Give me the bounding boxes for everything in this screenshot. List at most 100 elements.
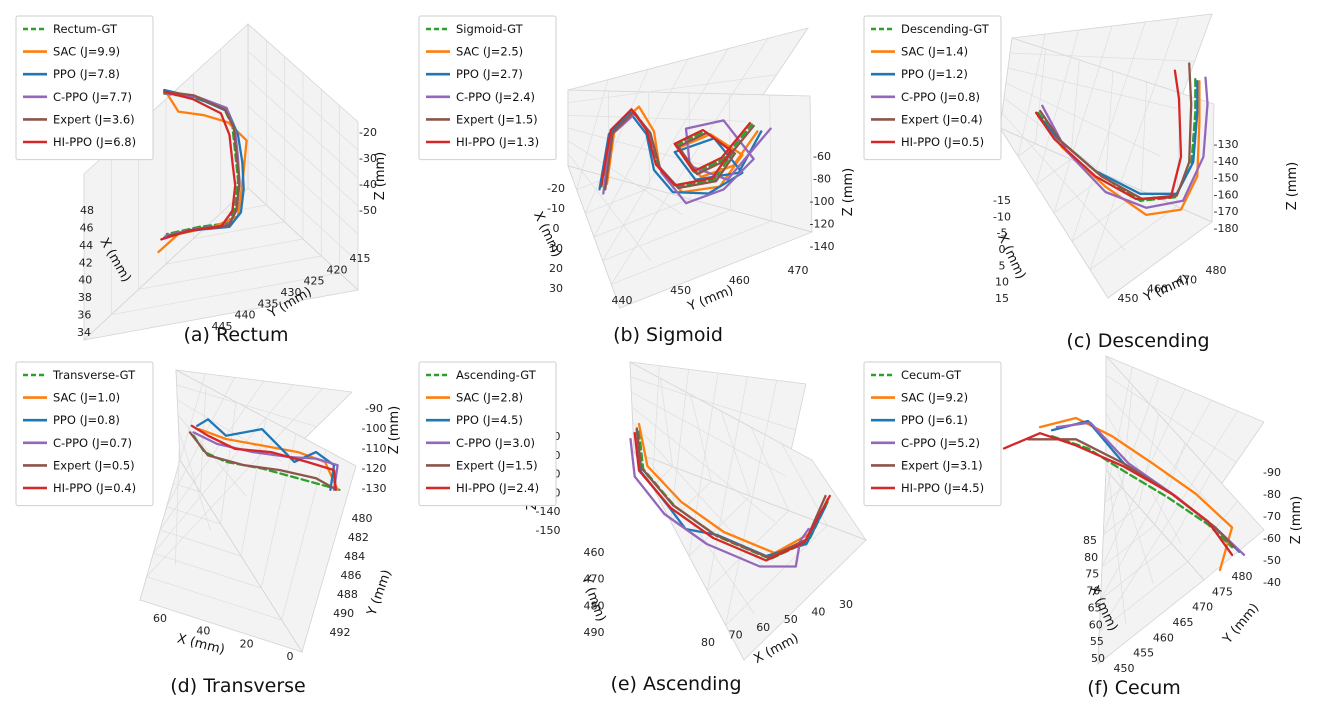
- y-tick-label: 425: [304, 275, 325, 288]
- y-tick-label: 435: [258, 297, 279, 310]
- z-tick-label: -50: [359, 204, 377, 217]
- z-axis-label: Z (mm): [373, 152, 388, 201]
- grid-line: [690, 394, 712, 482]
- x-tick-label: 60: [756, 621, 770, 634]
- y-tick-label: 470: [1176, 273, 1197, 286]
- z-axis-label: Z (mm): [387, 406, 402, 455]
- panel-5: 807060504030460470480490-100-110-120-130…: [418, 361, 868, 695]
- y-tick-label: 492: [330, 626, 351, 639]
- y-tick-label: 475: [1212, 585, 1233, 598]
- panel-caption: (b) Sigmoid: [613, 324, 723, 346]
- z-tick-label: -50: [1263, 554, 1281, 567]
- legend-label: C-PPO (J=0.8): [901, 90, 980, 104]
- legend-label: Sigmoid-GT: [456, 22, 524, 36]
- legend-label: SAC (J=9.2): [901, 391, 968, 405]
- z-tick-label: -140: [536, 505, 561, 518]
- legend-box: [418, 15, 557, 161]
- grid-line: [159, 529, 242, 557]
- x-tick-label: 20: [549, 262, 563, 275]
- x-tick-label: 0: [287, 650, 294, 663]
- grid-line: [1100, 543, 1172, 600]
- x-tick-label: 60: [1089, 618, 1103, 631]
- grid-line: [1035, 159, 1071, 185]
- grid-line: [174, 444, 180, 566]
- grid-line: [567, 153, 652, 262]
- panel-2: -20-100102030440450460470-60-80-100-120-…: [418, 15, 856, 346]
- legend-label: HI-PPO (J=0.5): [901, 135, 984, 149]
- trajectory-line: [190, 424, 337, 491]
- legend-label: Descending-GT: [901, 22, 990, 36]
- legend-label: HI-PPO (J=0.4): [53, 481, 136, 495]
- y-tick-label: 470: [584, 573, 605, 586]
- y-tick-label: 415: [350, 252, 371, 265]
- legend-label: PPO (J=7.8): [53, 67, 120, 81]
- y-tick-label: 465: [1173, 616, 1194, 629]
- y-tick-label: 490: [333, 607, 354, 620]
- x-tick-label: 65: [1088, 601, 1102, 614]
- legend-label: C-PPO (J=0.7): [53, 436, 132, 450]
- x-tick-label: 40: [78, 274, 92, 287]
- grid-line: [1053, 174, 1107, 214]
- legend-label: Expert (J=3.1): [901, 458, 983, 472]
- grid-line: [1140, 81, 1148, 191]
- trajectory-line: [600, 108, 752, 187]
- y-tick-label: 480: [584, 599, 605, 612]
- legend-label: Rectum-GT: [53, 22, 118, 36]
- legend-box: [863, 361, 1002, 507]
- panel-3: -15 -10 -5 0 5 10 15 450 460 470 480 -130 -140 -150 -1…: [863, 13, 1300, 352]
- grid-line: [1070, 59, 1080, 160]
- trajectory-line: [160, 90, 237, 241]
- trajectory-line: [1002, 432, 1234, 556]
- y-tick-label: 490: [584, 626, 605, 639]
- legend-label: Expert (J=0.5): [53, 458, 135, 472]
- grid-line: [1071, 190, 1142, 242]
- legend-label: Transverse-GT: [52, 368, 136, 382]
- grid-line: [199, 385, 207, 493]
- z-tick-label: -130: [1214, 138, 1239, 151]
- legend-label: C-PPO (J=2.4): [456, 90, 535, 104]
- x-tick-label: 70: [1086, 585, 1100, 598]
- y-axis-label: Y (mm): [685, 283, 736, 315]
- x-tick-label: 48: [80, 204, 94, 217]
- legend-label: Cecum-GT: [901, 368, 962, 382]
- grid-line: [707, 510, 789, 591]
- legend-label: SAC (J=2.8): [456, 391, 523, 405]
- y-tick-label: 460: [1153, 631, 1174, 644]
- grid-line: [1034, 48, 1047, 144]
- z-tick-label: -80: [1263, 488, 1281, 501]
- grid-line: [111, 272, 340, 316]
- x-tick-label: 10: [995, 276, 1009, 289]
- x-tick-label: 40: [196, 625, 210, 638]
- z-tick-label: -90: [1263, 466, 1281, 479]
- z-tick-label: -30: [359, 152, 377, 165]
- z-tick-label: -40: [359, 178, 377, 191]
- z-tick-label: -100: [362, 422, 387, 435]
- legend-label: C-PPO (J=7.7): [53, 90, 132, 104]
- legend-label: HI-PPO (J=2.4): [456, 481, 539, 495]
- z-axis-label: Z (mm): [1289, 496, 1304, 545]
- x-tick-label: 20: [240, 637, 254, 650]
- legend-label: SAC (J=1.0): [53, 391, 120, 405]
- legend-label: HI-PPO (J=4.5): [901, 481, 984, 495]
- z-tick-label: -120: [362, 462, 387, 475]
- z-tick-label: -170: [1214, 205, 1239, 218]
- legend-label: Expert (J=1.5): [456, 458, 538, 472]
- panel-6: 85 80 75 70 65 60 55 50 450 455 460 465 470 475 480 -90…: [863, 354, 1304, 699]
- grid-line: [751, 427, 789, 511]
- legend-label: PPO (J=1.2): [901, 67, 968, 81]
- x-tick-label: 50: [1091, 652, 1105, 665]
- grid-line: [725, 525, 828, 626]
- y-axis-label: Y (mm): [1141, 272, 1191, 305]
- z-tick-label: -60: [1263, 532, 1281, 545]
- z-tick-label: -20: [359, 126, 377, 139]
- x-tick-label: -10: [993, 210, 1011, 223]
- x-tick-label: -5: [997, 227, 1008, 240]
- legend-label: Expert (J=1.5): [456, 112, 538, 126]
- trajectory-line: [1035, 69, 1183, 201]
- x-tick-label: 50: [784, 613, 798, 626]
- y-tick-label: 482: [348, 531, 369, 544]
- grid-line: [146, 576, 282, 621]
- trajectory-line: [188, 431, 336, 490]
- y-tick-label: 420: [327, 263, 348, 276]
- grid-line: [720, 410, 751, 497]
